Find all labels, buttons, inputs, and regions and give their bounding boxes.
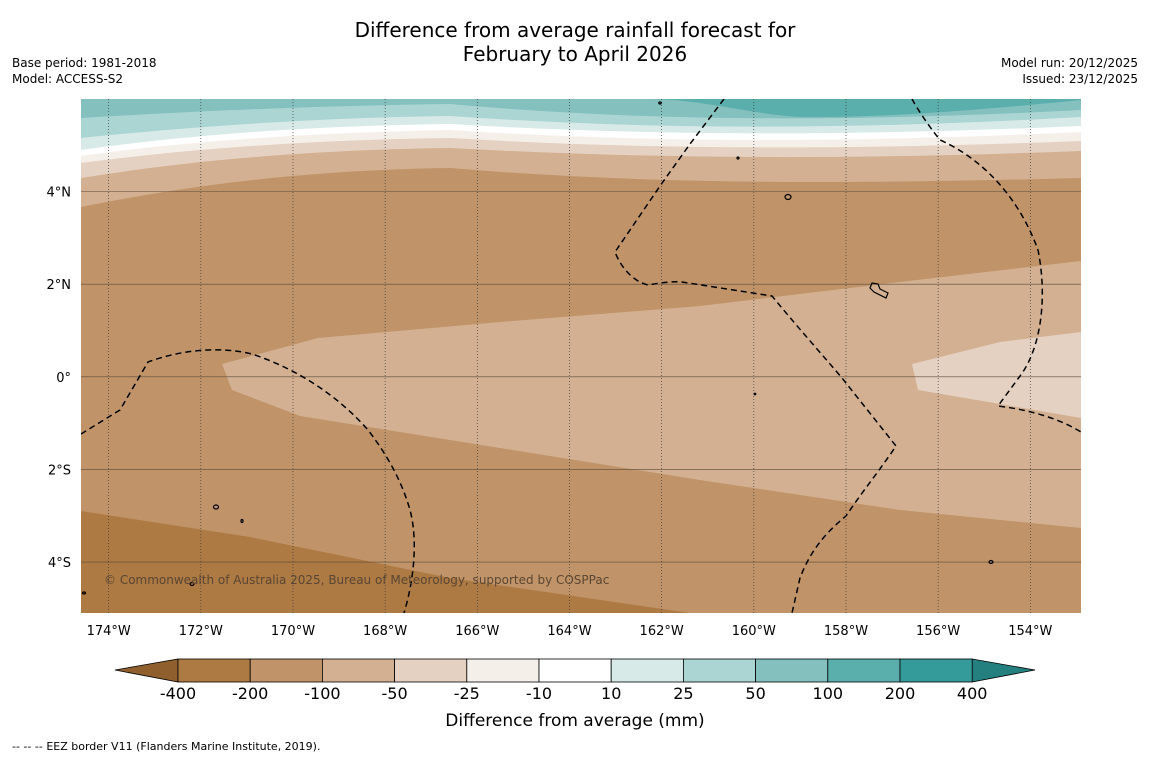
latitude-label: 2°N [47,278,72,293]
longitude-label: 170°W [271,624,315,639]
eez-legend-symbol: -- -- -- [12,740,43,753]
island-small-equator [753,392,757,396]
model-run: Model run: 20/12/2025 [1000,56,1138,70]
colorbar-tick-label: -100 [304,684,340,703]
colorbar-segment [538,658,612,683]
colorbar-segment [610,658,684,683]
field-band-pos100 [81,99,1081,117]
longitude-label: 158°W [824,624,868,639]
colorbar-tick-label: 50 [745,684,765,703]
eez-border-kiribati-phoenix-line [614,99,897,613]
colorbar-segment [755,658,829,683]
colorbar-right-extension [971,658,1036,683]
island-enderbury [240,518,244,524]
longitude-label: 174°W [87,624,131,639]
longitude-label: 160°W [732,624,776,639]
rainfall-field [81,99,1081,613]
issued-date: Issued: 23/12/2025 [1022,72,1138,86]
latitude-label: 4°S [48,556,71,571]
longitude-label: 162°W [640,624,684,639]
colorbar-tick-label: -200 [232,684,268,703]
colorbar-tick-label: 200 [885,684,916,703]
colorbar-tick-label: -10 [526,684,552,703]
latitude-label: 0° [56,371,71,386]
field-band-neg400 [81,511,690,613]
longitude-label: 168°W [363,624,407,639]
colorbar-segment [466,658,540,683]
island-kiritimati [869,282,889,299]
longitude-label: 166°W [455,624,499,639]
field-band-neg50-east [912,332,1081,418]
copyright-notice: © Commonwealth of Australia 2025, Bureau… [104,573,609,587]
colorbar-tick-label: -25 [454,684,480,703]
eez-legend-text: EEZ border V11 (Flanders Marine Institut… [46,740,321,753]
meta-left: Base period: 1981-2018 Model: ACCESS-S2 [12,55,157,87]
island-jarvis [784,193,792,201]
colorbar-segment [683,658,757,683]
eez-borders [81,99,1081,613]
colorbar-tick-label: 10 [601,684,621,703]
colorbar-title: Difference from average (mm) [445,711,704,731]
longitude-label: 164°W [547,624,591,639]
longitude-label: 156°W [916,624,960,639]
meta-right: Model run: 20/12/2025 Issued: 23/12/2025 [1001,55,1138,87]
latitude-label: 2°S [48,463,71,478]
islands [81,101,994,595]
island-malden [988,559,994,565]
colorbar-tick-label: 25 [673,684,693,703]
colorbar-segment [899,658,973,683]
map-title-line2: February to April 2026 [462,42,688,66]
graticule [81,99,1081,613]
island-small-center [736,156,740,160]
base-period: Base period: 1981-2018 [12,56,157,70]
eez-border-kiribati-line-east [911,99,1081,433]
island-small-north [658,101,662,105]
model-name: Model: ACCESS-S2 [12,72,124,86]
colorbar-segment [827,658,901,683]
colorbar-segment [321,658,395,683]
map-title: Difference from average rainfall forecas… [0,18,1150,66]
latitude-labels: 4°N 2°N 0° 2°S 4°S [47,186,72,571]
map-title-line1: Difference from average rainfall forecas… [354,18,796,42]
latitude-label: 4°N [47,186,72,201]
colorbar-segment [177,658,251,683]
colorbar-segment [394,658,468,683]
longitude-label: 154°W [1008,624,1052,639]
colorbar-segment [249,658,323,683]
footer-legend: -- -- -- EEZ border V11 (Flanders Marine… [12,740,320,753]
colorbar-tick-label: -50 [382,684,408,703]
colorbar-tick-label: 400 [957,684,988,703]
colorbar: -400 -200 -100 -50 -25 -10 10 25 50 100 200 400 Dif… [114,658,1036,731]
colorbar-tick-label: -400 [160,684,196,703]
colorbar-left-extension [114,658,179,683]
island-southwest-2 [81,591,87,595]
colorbar-tick-label: 100 [813,684,844,703]
longitude-labels: 174°W 172°W 170°W 168°W 166°W 164°W 162°W 160°W… [87,624,1053,639]
island-southwest-1 [189,581,195,587]
eez-border-kiribati-gilbert [81,349,416,613]
longitude-label: 172°W [179,624,223,639]
island-kanton [212,504,220,510]
field-band-neg100-equator [222,261,1081,528]
